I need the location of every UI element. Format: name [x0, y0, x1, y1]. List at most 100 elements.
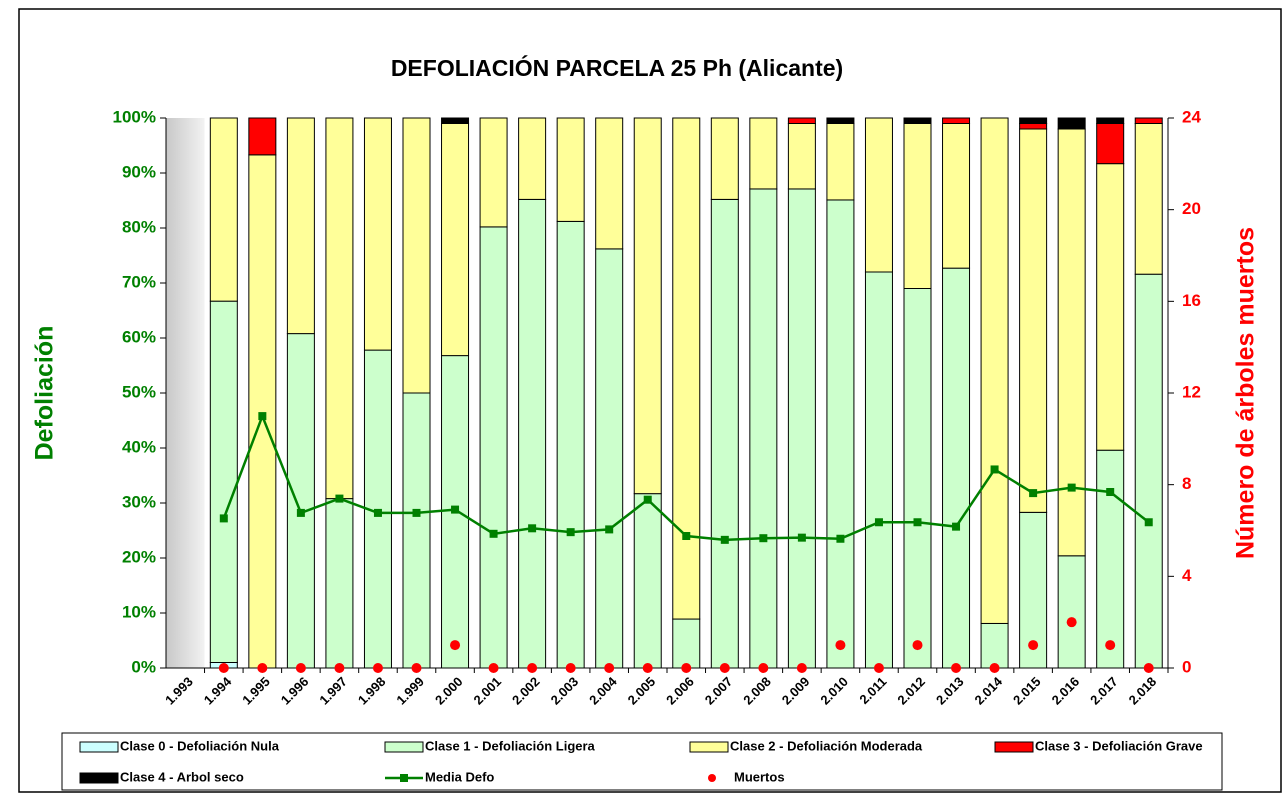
- legend-label: Media Defo: [425, 769, 494, 784]
- bar-segment: [286, 333, 315, 669]
- scatter-point: [1105, 640, 1116, 651]
- bar-segment: [903, 288, 932, 669]
- bar-segment: [595, 248, 624, 669]
- bar-segment: [1057, 128, 1086, 557]
- legend-swatch: [79, 741, 119, 753]
- y-tick-label: 80%: [122, 217, 156, 236]
- legend-swatch: [400, 774, 408, 782]
- line-marker: [335, 494, 344, 503]
- line-marker: [219, 514, 228, 523]
- bar-segment: [826, 199, 855, 669]
- y-tick-label: 100%: [113, 107, 156, 126]
- scatter-point: [681, 663, 692, 673]
- bar-segment: [1134, 117, 1163, 124]
- line-marker: [643, 495, 652, 504]
- bar-segment: [209, 117, 238, 302]
- line-marker: [258, 412, 267, 421]
- legend-label: Clase 4 - Arbol seco: [120, 769, 244, 784]
- bar-segment: [1019, 128, 1048, 513]
- bar-segment: [1019, 117, 1048, 124]
- line-marker: [913, 518, 922, 527]
- line-marker: [373, 508, 382, 517]
- legend-swatch: [79, 772, 119, 784]
- bar-segment: [518, 198, 547, 669]
- bar-segment: [1057, 117, 1086, 130]
- scatter-point: [912, 640, 923, 651]
- scatter-point: [295, 663, 306, 673]
- y2-tick-label: 8: [1182, 474, 1191, 493]
- y-tick-label: 10%: [122, 602, 156, 621]
- bar-segment: [325, 117, 354, 500]
- bar-segment: [787, 117, 816, 124]
- y-tick-label: 90%: [122, 162, 156, 181]
- y2-tick-label: 16: [1182, 291, 1201, 310]
- scatter-point: [951, 663, 962, 673]
- scatter-point: [1028, 640, 1039, 651]
- y-axis-title: Defoliación: [31, 326, 59, 461]
- legend-label: Clase 1 - Defoliación Ligera: [425, 738, 596, 753]
- scatter-point: [1143, 663, 1154, 673]
- bar-segment: [441, 123, 470, 357]
- scatter-point: [796, 663, 807, 673]
- legend-swatch: [994, 741, 1034, 753]
- scatter-point: [758, 663, 769, 673]
- scatter-point: [873, 663, 884, 673]
- bar-segment: [1134, 273, 1163, 669]
- bar-segment: [710, 117, 739, 200]
- scatter-point: [411, 663, 422, 673]
- bar-segment: [556, 220, 585, 669]
- line-marker: [412, 508, 421, 517]
- bar-segment: [1134, 123, 1163, 275]
- scatter-point: [719, 663, 730, 673]
- bar-segment: [826, 117, 855, 124]
- line-marker: [682, 532, 691, 540]
- bar-segment: [363, 117, 392, 351]
- bar-segment: [595, 117, 624, 250]
- line-marker: [528, 524, 537, 533]
- bar-segment: [826, 123, 855, 201]
- line-marker: [1144, 518, 1153, 527]
- line-marker: [1067, 483, 1076, 492]
- bar-segment: [864, 271, 893, 669]
- scatter-point: [334, 663, 345, 673]
- bar-segment: [672, 117, 701, 620]
- line-marker: [1106, 488, 1115, 496]
- bar-segment: [402, 392, 431, 669]
- scatter-point: [604, 663, 615, 673]
- bar-segment: [633, 117, 662, 495]
- bar-segment: [710, 198, 739, 669]
- line-marker: [296, 508, 305, 517]
- scatter-point: [450, 640, 461, 651]
- y2-tick-label: 24: [1182, 107, 1201, 126]
- bar-segment: [633, 493, 662, 669]
- bar-segment: [1096, 449, 1125, 669]
- y2-tick-label: 12: [1182, 382, 1201, 401]
- bar-segment: [942, 267, 971, 669]
- bar-segment: [1096, 163, 1125, 451]
- bar-segment: [402, 117, 431, 394]
- y2-tick-label: 0: [1182, 657, 1191, 676]
- legend-label: Clase 0 - Defoliación Nula: [120, 738, 280, 753]
- line-marker: [451, 505, 460, 514]
- bar-segment: [479, 117, 508, 228]
- scatter-point: [989, 663, 1000, 673]
- y2-tick-label: 4: [1182, 566, 1192, 585]
- y-tick-label: 50%: [122, 382, 156, 401]
- scatter-point: [488, 663, 499, 673]
- bar-segment: [942, 117, 971, 124]
- y-tick-label: 0%: [131, 657, 156, 676]
- legend-swatch: [384, 741, 424, 753]
- bar-segment: [942, 123, 971, 269]
- bar-segment: [248, 154, 277, 669]
- line-marker: [759, 534, 768, 543]
- scatter-point: [565, 663, 576, 673]
- legend-swatch: [689, 741, 729, 753]
- line-marker: [874, 518, 883, 527]
- scatter-point: [257, 663, 268, 673]
- scatter-point: [642, 663, 653, 673]
- plot-background: [166, 118, 205, 668]
- bar-segment: [479, 226, 508, 669]
- line-marker: [720, 535, 729, 544]
- bar-segment: [672, 618, 701, 669]
